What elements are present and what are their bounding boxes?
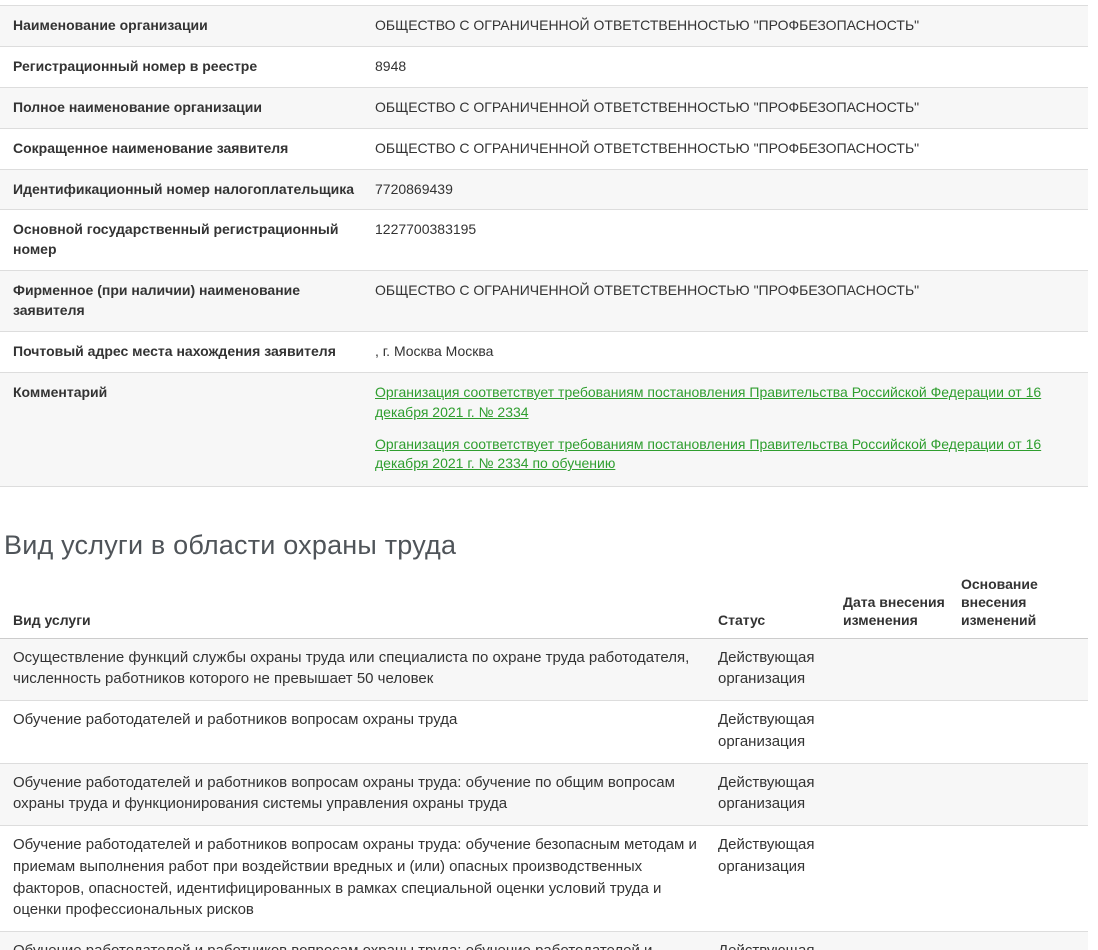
detail-label: Идентификационный номер налогоплательщик… xyxy=(0,168,368,210)
service-cell: Обучение работодателей и работников вопр… xyxy=(0,931,710,950)
service-cell: Обучение работодателей и работников вопр… xyxy=(0,825,710,932)
detail-label: Фирменное (при наличии) наименование зая… xyxy=(0,270,368,332)
org-comment-row: Комментарий Организация соответствует тр… xyxy=(0,371,1088,487)
service-row: Обучение работодателей и работников вопр… xyxy=(0,700,1088,763)
status-cell: Действующая организация xyxy=(718,648,815,688)
section-title-service-types: Вид услуги в области охраны труда xyxy=(4,530,457,561)
detail-value: 7720869439 xyxy=(368,168,1088,210)
status-cell: Действующая организация xyxy=(710,762,835,826)
detail-value: , г. Москва Москва xyxy=(368,330,1088,373)
detail-value: ОБЩЕСТВО С ОГРАНИЧЕННОЙ ОТВЕТСТВЕННОСТЬЮ… xyxy=(368,270,1088,332)
change-date-cell xyxy=(835,762,953,826)
col-header-service: Вид услуги xyxy=(0,566,710,639)
service-cell: Обучение работодателей и работников вопр… xyxy=(0,762,710,826)
service-row: Обучение работодателей и работников вопр… xyxy=(0,825,1088,932)
detail-label: Сокращенное наименование заявителя xyxy=(0,127,368,169)
detail-value: ОБЩЕСТВО С ОГРАНИЧЕННОЙ ОТВЕТСТВЕННОСТЬЮ… xyxy=(368,86,1088,129)
org-detail-row: Наименование организации ОБЩЕСТВО С ОГРА… xyxy=(0,5,1088,47)
col-header-change-reason: Основание внесения изменений xyxy=(953,566,1088,639)
change-date-cell xyxy=(835,825,953,932)
status-cell: Действующая организация xyxy=(710,700,835,763)
change-reason-cell xyxy=(953,700,1088,763)
change-reason-cell xyxy=(953,931,1088,950)
detail-value: ОБЩЕСТВО С ОГРАНИЧЕННОЙ ОТВЕТСТВЕННОСТЬЮ… xyxy=(368,127,1088,169)
change-reason-cell xyxy=(953,762,1088,826)
services-table: Вид услуги Статус Дата внесения изменени… xyxy=(0,566,1088,950)
comment-link-decree-2334[interactable]: Организация соответствует требованиям по… xyxy=(375,383,1042,420)
detail-label: Основной государственный регистрационный… xyxy=(0,209,368,271)
service-row: Обучение работодателей и работников вопр… xyxy=(0,762,1088,826)
detail-value: 8948 xyxy=(368,45,1088,88)
change-date-cell xyxy=(835,638,953,701)
detail-label: Наименование организации xyxy=(0,5,368,47)
service-cell: Осуществление функций службы охраны труд… xyxy=(13,648,690,688)
change-reason-cell xyxy=(953,825,1088,932)
status-cell: Действующая организация xyxy=(710,931,835,950)
detail-value: 1227700383195 xyxy=(368,209,1088,271)
services-table-header: Вид услуги Статус Дата внесения изменени… xyxy=(0,566,1088,639)
org-details-table: Наименование организации ОБЩЕСТВО С ОГРА… xyxy=(0,5,1088,488)
org-detail-row: Сокращенное наименование заявителя ОБЩЕС… xyxy=(0,127,1088,169)
org-detail-row: Почтовый адрес места нахождения заявител… xyxy=(0,330,1088,373)
org-detail-row: Основной государственный регистрационный… xyxy=(0,209,1088,271)
comment-link-wrap: Организация соответствует требованиям по… xyxy=(375,435,1080,475)
org-detail-row: Фирменное (при наличии) наименование зая… xyxy=(0,270,1088,332)
comment-links-cell: Организация соответствует требованиям по… xyxy=(368,371,1088,487)
service-cell: Обучение работодателей и работников вопр… xyxy=(0,700,710,763)
detail-label: Комментарий xyxy=(0,371,368,487)
org-detail-row: Идентификационный номер налогоплательщик… xyxy=(0,168,1088,210)
col-header-change-date: Дата внесения изменения xyxy=(835,566,953,639)
detail-value: ОБЩЕСТВО С ОГРАНИЧЕННОЙ ОТВЕТСТВЕННОСТЬЮ… xyxy=(368,5,1088,47)
comment-link-decree-2334-training[interactable]: Организация соответствует требованиям по… xyxy=(375,435,1042,472)
detail-label: Почтовый адрес места нахождения заявител… xyxy=(0,330,368,373)
detail-label: Регистрационный номер в реестре xyxy=(0,45,368,88)
service-row: Осуществление функций службы охраны труд… xyxy=(0,638,1088,701)
col-header-status: Статус xyxy=(710,566,835,639)
org-detail-row: Полное наименование организации ОБЩЕСТВО… xyxy=(0,86,1088,129)
change-reason-cell xyxy=(953,638,1088,701)
detail-label: Полное наименование организации xyxy=(0,86,368,129)
change-date-cell xyxy=(835,700,953,763)
org-detail-row: Регистрационный номер в реестре 8948 xyxy=(0,45,1088,88)
comment-link-wrap: Организация соответствует требованиям по… xyxy=(375,383,1080,423)
change-date-cell xyxy=(835,931,953,950)
service-row: Обучение работодателей и работников вопр… xyxy=(0,931,1088,950)
status-cell: Действующая организация xyxy=(710,825,835,932)
